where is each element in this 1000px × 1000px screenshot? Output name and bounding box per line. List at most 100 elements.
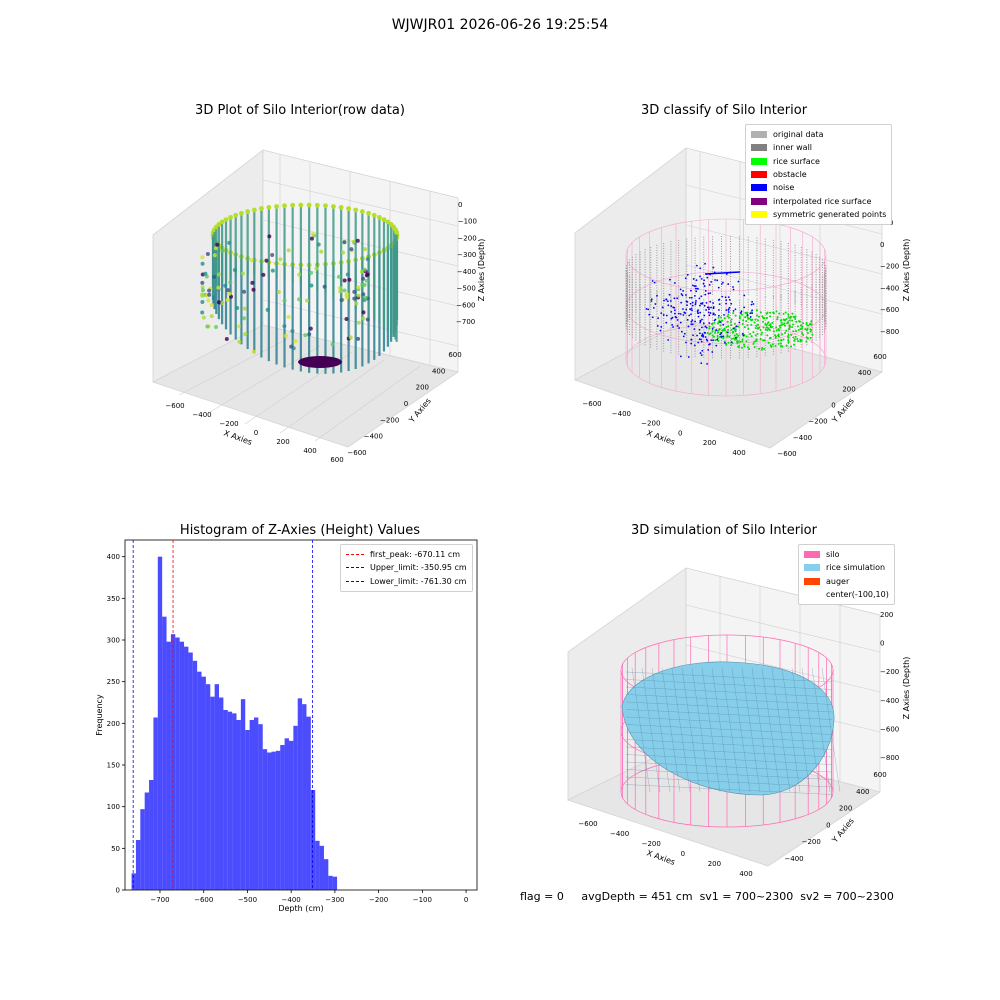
classify-noise-point xyxy=(689,302,692,305)
z-tick-label: −200 xyxy=(457,234,476,242)
raw-point xyxy=(289,344,294,349)
classify-noise-point xyxy=(699,304,701,307)
classify-noise-point xyxy=(697,315,700,318)
classify-rice-point xyxy=(753,346,756,349)
classify-noise-point xyxy=(712,306,715,308)
classify-rice-point xyxy=(711,334,714,337)
raw-top-point xyxy=(228,214,233,220)
classify-noise-point xyxy=(721,295,724,298)
classify-noise-point xyxy=(686,301,689,303)
classify-rice-point xyxy=(764,328,767,331)
classify-rice-point xyxy=(772,312,775,315)
x-tick-label: −600 xyxy=(165,402,184,410)
classify-rice-point xyxy=(758,347,761,350)
histogram-y-tick-label: 0 xyxy=(116,887,120,895)
raw-point xyxy=(229,294,234,299)
histogram-bar xyxy=(240,699,246,890)
histogram-bar xyxy=(284,738,289,890)
rice-mesh-line xyxy=(781,667,801,793)
classify-noise-point xyxy=(691,301,694,304)
raw-point xyxy=(216,272,221,277)
classify-noise-point xyxy=(732,309,735,312)
classify-rice-point xyxy=(733,329,736,332)
classify-rice-point xyxy=(738,317,741,320)
classify-noise-point xyxy=(703,285,706,287)
classify-noise-point xyxy=(695,279,698,282)
histogram-bar xyxy=(179,641,185,890)
simulation-legend-item: rice simulation xyxy=(804,561,889,574)
classify-rice-point xyxy=(718,319,721,322)
classify-rice-point xyxy=(771,343,774,346)
classify-noise-point xyxy=(677,312,680,315)
histogram-y-tick-label: 150 xyxy=(107,762,120,770)
classify-noise-point xyxy=(667,339,670,341)
legend-label: Lower_limit: -761.30 cm xyxy=(370,576,467,586)
legend-label: interpolated rice surface xyxy=(773,196,872,206)
classify-noise-point xyxy=(692,278,695,280)
classify-rice-point xyxy=(708,325,711,328)
classify-rice-point xyxy=(735,338,738,341)
classify-rice-point xyxy=(737,325,740,328)
classify-rice-point xyxy=(777,333,780,336)
classify-noise-point xyxy=(714,318,717,321)
classify-noise-point xyxy=(682,335,685,338)
y-tick-label: 400 xyxy=(432,367,445,375)
x-tick-label: −400 xyxy=(192,411,211,419)
classify-noise-point xyxy=(681,294,684,297)
classify-noise-point xyxy=(708,322,711,324)
classify-rice-point xyxy=(746,324,749,327)
classify-rice-point xyxy=(780,342,783,345)
x-tick-label: 0 xyxy=(254,429,258,437)
classify-rice-point xyxy=(727,316,730,319)
raw-point xyxy=(270,268,275,273)
classify-noise-point xyxy=(672,306,675,309)
raw-point xyxy=(363,247,368,252)
raw-point xyxy=(322,284,327,289)
rice-mesh-line xyxy=(625,769,833,780)
y-tick-label: 200 xyxy=(416,384,429,392)
x-tick-label: −200 xyxy=(641,420,660,428)
histogram-bar xyxy=(149,780,154,890)
classify-noise-point xyxy=(699,267,702,270)
raw-point xyxy=(336,274,341,279)
classify-noise-point xyxy=(686,274,689,276)
classify-noise-point xyxy=(685,294,687,296)
legend-line-swatch xyxy=(346,554,364,556)
classify-rice-point xyxy=(761,346,764,349)
classify-noise-point xyxy=(659,329,662,332)
histogram-y-tick-label: 100 xyxy=(107,803,120,811)
classify-noise-point xyxy=(707,311,710,314)
raw-point xyxy=(242,306,247,311)
classify-noise-point xyxy=(703,304,706,307)
raw-point xyxy=(205,324,210,329)
raw-point xyxy=(344,316,349,321)
classify-noise-point xyxy=(693,285,696,287)
classify-noise-point xyxy=(708,308,710,311)
histogram-x-tick-label: −400 xyxy=(282,896,301,904)
classify-noise-point xyxy=(665,314,668,317)
classify-noise-point xyxy=(696,264,698,267)
classify-noise-point xyxy=(718,309,720,311)
classify-rice-point xyxy=(716,335,719,338)
classify-noise-point xyxy=(687,325,690,328)
classify-noise-point xyxy=(698,328,701,331)
classify-rice-point xyxy=(787,313,790,316)
classify-noise-point xyxy=(743,294,746,297)
histogram-legend: first_peak: -670.11 cm Upper_limit: -350.… xyxy=(340,544,473,592)
raw-point xyxy=(228,280,233,285)
classify-rice-point xyxy=(755,339,758,342)
classify-rice-point xyxy=(802,334,805,337)
histogram-y-ticks: 0 50 100 150 200 250 300 350 400 xyxy=(107,553,125,895)
classify-rice-point xyxy=(740,346,743,349)
classify-rice-point xyxy=(721,319,724,322)
classify-noise-point xyxy=(706,339,709,342)
classify-noise-point xyxy=(700,340,703,343)
classify-rice-point xyxy=(781,323,784,326)
classify-rice-point xyxy=(741,338,744,341)
classify-noise-point xyxy=(704,336,707,338)
classify-noise-point xyxy=(715,344,718,347)
raw-point xyxy=(249,258,254,263)
classify-noise-point xyxy=(666,300,669,303)
status-footer: flag = 0 avgDepth = 451 cm sv1 = 700~230… xyxy=(520,890,894,903)
